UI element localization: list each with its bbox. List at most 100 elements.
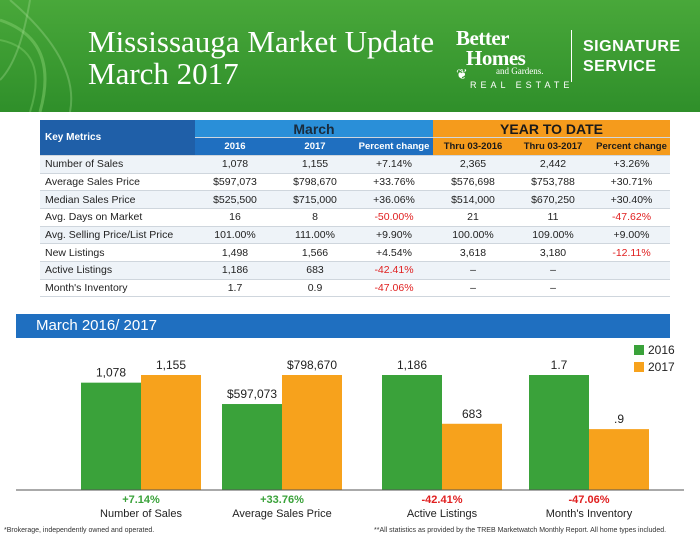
metric-label: Active Listings — [40, 261, 195, 280]
table-cell: -42.41% — [355, 261, 433, 280]
legend-swatch-2016 — [634, 345, 644, 355]
table-cell: 1,498 — [195, 243, 275, 262]
table-cell: 101.00% — [195, 226, 275, 245]
table-row: Median Sales Price $525,500 $715,000 +36.06… — [40, 190, 670, 209]
table-cell: +9.00% — [593, 226, 670, 245]
table-cell: 11 — [513, 208, 593, 227]
table-cell: $576,698 — [433, 173, 513, 192]
table-cell: 16 — [195, 208, 275, 227]
table-cell: +7.14% — [355, 155, 433, 174]
table-cell: +33.76% — [355, 173, 433, 192]
service-line-1: SIGNATURE — [583, 38, 681, 55]
table-cell: 1,566 — [275, 243, 355, 262]
table-cell: $753,788 — [513, 173, 593, 192]
percent-change-label: +7.14% — [122, 494, 160, 506]
table-cell: 2,442 — [513, 155, 593, 174]
leaf-icon: ❦ — [456, 66, 468, 82]
table-row: Active Listings 1,186 683 -42.41% – – — [40, 261, 670, 280]
data-label: 683 — [462, 407, 482, 421]
table-cell: 8 — [275, 208, 355, 227]
table-cell: 1.7 — [195, 279, 275, 298]
march-header: March — [195, 120, 433, 139]
metric-label: Avg. Days on Market — [40, 208, 195, 227]
table-row: Avg. Selling Price/List Price 101.00% 111.… — [40, 226, 670, 245]
bar-2016-3 — [529, 375, 589, 490]
column-header: Thru 03-2017 — [513, 137, 593, 156]
table-cell: 1,186 — [195, 261, 275, 280]
table-cell: – — [433, 279, 513, 298]
footer-right-note: **All statistics as provided by the TREB… — [374, 527, 667, 534]
table-cell: 1,155 — [275, 155, 355, 174]
legend-label: 2017 — [648, 360, 675, 374]
footer-left-note: *Brokerage, independently owned and oper… — [4, 527, 155, 534]
brand-line-4: REAL ESTATE — [470, 80, 574, 90]
table-cell: +3.26% — [593, 155, 670, 174]
service-line-2: SERVICE — [583, 58, 657, 75]
data-label: .9 — [614, 412, 624, 426]
table-cell: -47.62% — [593, 208, 670, 227]
table-cell: – — [513, 261, 593, 280]
table-cell: $597,073 — [195, 173, 275, 192]
data-label: $798,670 — [287, 358, 337, 372]
table-cell: – — [513, 279, 593, 298]
percent-change-label: -42.41% — [422, 494, 463, 506]
metric-label: Month's Inventory — [40, 279, 195, 298]
key-metrics-header: Key Metrics — [40, 120, 195, 156]
metrics-table: Key Metrics March YEAR TO DATE 2016 2017… — [40, 120, 670, 298]
legend-label: 2016 — [648, 343, 675, 357]
table-cell: +36.06% — [355, 190, 433, 209]
bar-2017-1 — [282, 375, 342, 490]
table-cell: 0.9 — [275, 279, 355, 298]
signature-service: SIGNATURE SERVICE — [583, 37, 681, 77]
column-header: 2017 — [275, 137, 355, 156]
table-row: Average Sales Price $597,073 $798,670 +33.7… — [40, 173, 670, 192]
table-cell: 2,365 — [433, 155, 513, 174]
title-line-1: Mississauga Market Update — [88, 24, 435, 59]
table-cell — [593, 261, 670, 280]
brand-line-1: Better — [456, 26, 509, 50]
bar-2016-2 — [382, 375, 442, 490]
brand-line-3: and Gardens. — [496, 66, 544, 76]
column-header: 2016 — [195, 137, 275, 156]
bar-2017-3 — [589, 429, 649, 490]
table-row: Number of Sales 1,078 1,155 +7.14% 2,365 2,44… — [40, 155, 670, 174]
legend-swatch-2017 — [634, 362, 644, 372]
section-bar — [16, 314, 670, 338]
percent-change-label: +33.76% — [260, 494, 304, 506]
table-cell: $715,000 — [275, 190, 355, 209]
table-cell: +30.71% — [593, 173, 670, 192]
bar-2016-1 — [222, 404, 282, 490]
metric-label: Average Sales Price — [40, 173, 195, 192]
data-label: 1,186 — [397, 358, 427, 372]
category-label: Month's Inventory — [546, 508, 633, 520]
table-cell: $670,250 — [513, 190, 593, 209]
column-header: Percent change — [593, 137, 670, 156]
table-row: Month's Inventory 1.7 0.9 -47.06% – – — [40, 279, 670, 298]
table-cell: -50.00% — [355, 208, 433, 227]
table-cell: 3,180 — [513, 243, 593, 262]
table-cell: +4.54% — [355, 243, 433, 262]
table-cell: $798,670 — [275, 173, 355, 192]
data-label: 1,078 — [96, 366, 126, 380]
table-cell: 111.00% — [275, 226, 355, 245]
table-cell: -47.06% — [355, 279, 433, 298]
table-cell: $514,000 — [433, 190, 513, 209]
table-cell: 3,618 — [433, 243, 513, 262]
category-label: Number of Sales — [100, 508, 182, 520]
swirl-decoration-icon — [0, 0, 73, 112]
table-cell: +30.40% — [593, 190, 670, 209]
bar-2017-2 — [442, 423, 502, 490]
data-label: 1.7 — [551, 358, 568, 372]
data-label: $597,073 — [227, 387, 277, 401]
comparison-bar-chart: 1,078 1,155 +7.14% Number of Sales $597,073 $… — [16, 343, 684, 520]
percent-change-label: -47.06% — [569, 494, 610, 506]
table-cell: +9.90% — [355, 226, 433, 245]
metric-label: Number of Sales — [40, 155, 195, 174]
metric-label: New Listings — [40, 243, 195, 262]
bar-2017-0 — [141, 375, 201, 490]
ytd-header: YEAR TO DATE — [433, 120, 670, 139]
column-header: Percent change — [355, 137, 433, 156]
brand-logo: Better Homes and Gardens. REAL ESTATE ❦ — [456, 26, 576, 91]
table-cell: -12.11% — [593, 243, 670, 262]
table-row: New Listings 1,498 1,566 +4.54% 3,618 3,180 -1… — [40, 243, 670, 262]
